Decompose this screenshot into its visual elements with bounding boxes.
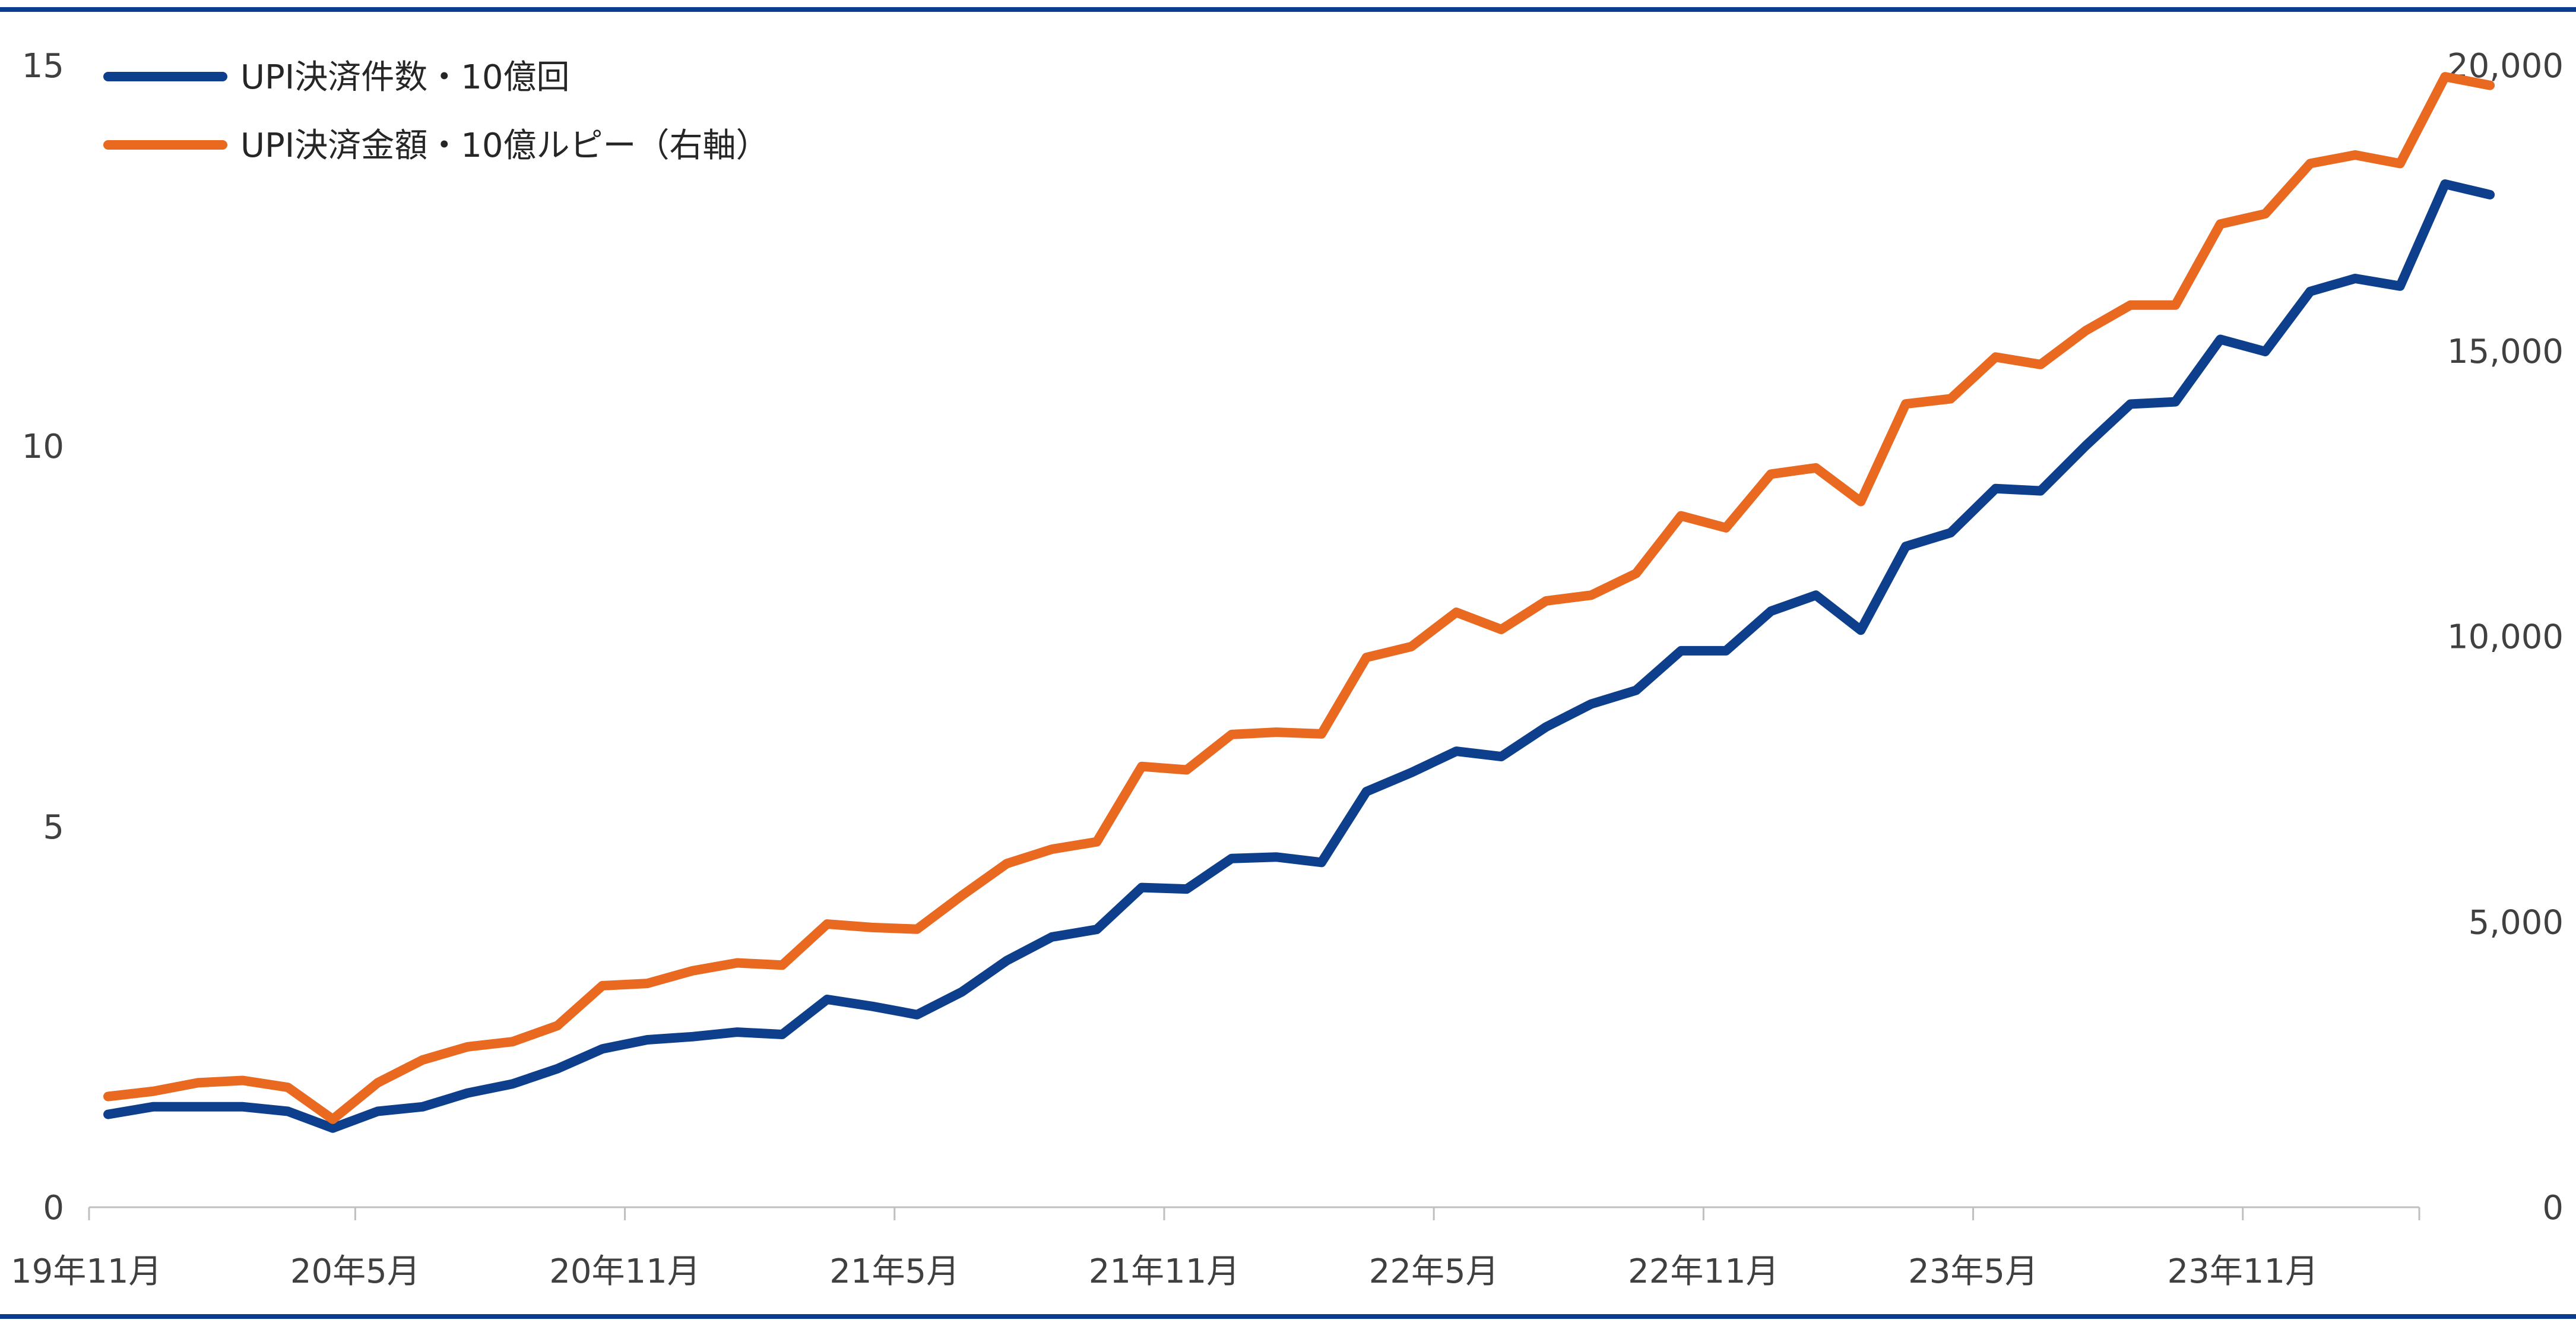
right-y-tick-label: 10,000 (2447, 618, 2564, 657)
series-line-transactions (103, 179, 2495, 1133)
series-line-value (103, 72, 2495, 1124)
x-tick-label: 22年5月 (1369, 1252, 1499, 1291)
series-lines (103, 72, 2495, 1133)
legend-label-transactions: UPI決済件数・10億回 (240, 58, 570, 97)
x-tick-label: 20年5月 (290, 1252, 420, 1291)
x-axis: 19年11月 20年5月 20年11月 21年5月 21年11月 22年5月 22年11月 2… (11, 1206, 2420, 1291)
x-tick-label: 22年11月 (1628, 1252, 1779, 1291)
left-y-axis: 0 5 10 15 (22, 47, 64, 1227)
right-y-tick-label: 0 (2542, 1189, 2564, 1227)
x-tick-label: 20年11月 (549, 1252, 701, 1291)
right-y-tick-label: 5,000 (2469, 903, 2564, 942)
legend: UPI決済件数・10億回 UPI決済金額・10億ルピー（右軸） (103, 58, 769, 165)
x-tick-label: 23年5月 (1908, 1252, 2038, 1291)
left-y-tick-label: 10 (22, 428, 64, 466)
left-y-tick-label: 5 (43, 808, 64, 847)
x-tick-label: 23年11月 (2167, 1252, 2318, 1291)
x-tick-label: 21年5月 (829, 1252, 959, 1291)
left-y-tick-label: 15 (22, 47, 64, 86)
x-tick-label: 21年11月 (1089, 1252, 1240, 1291)
right-y-tick-label: 15,000 (2447, 333, 2564, 371)
left-y-tick-label: 0 (43, 1189, 64, 1227)
legend-label-value: UPI決済金額・10億ルピー（右軸） (240, 126, 769, 165)
x-tick-label: 19年11月 (11, 1252, 162, 1291)
